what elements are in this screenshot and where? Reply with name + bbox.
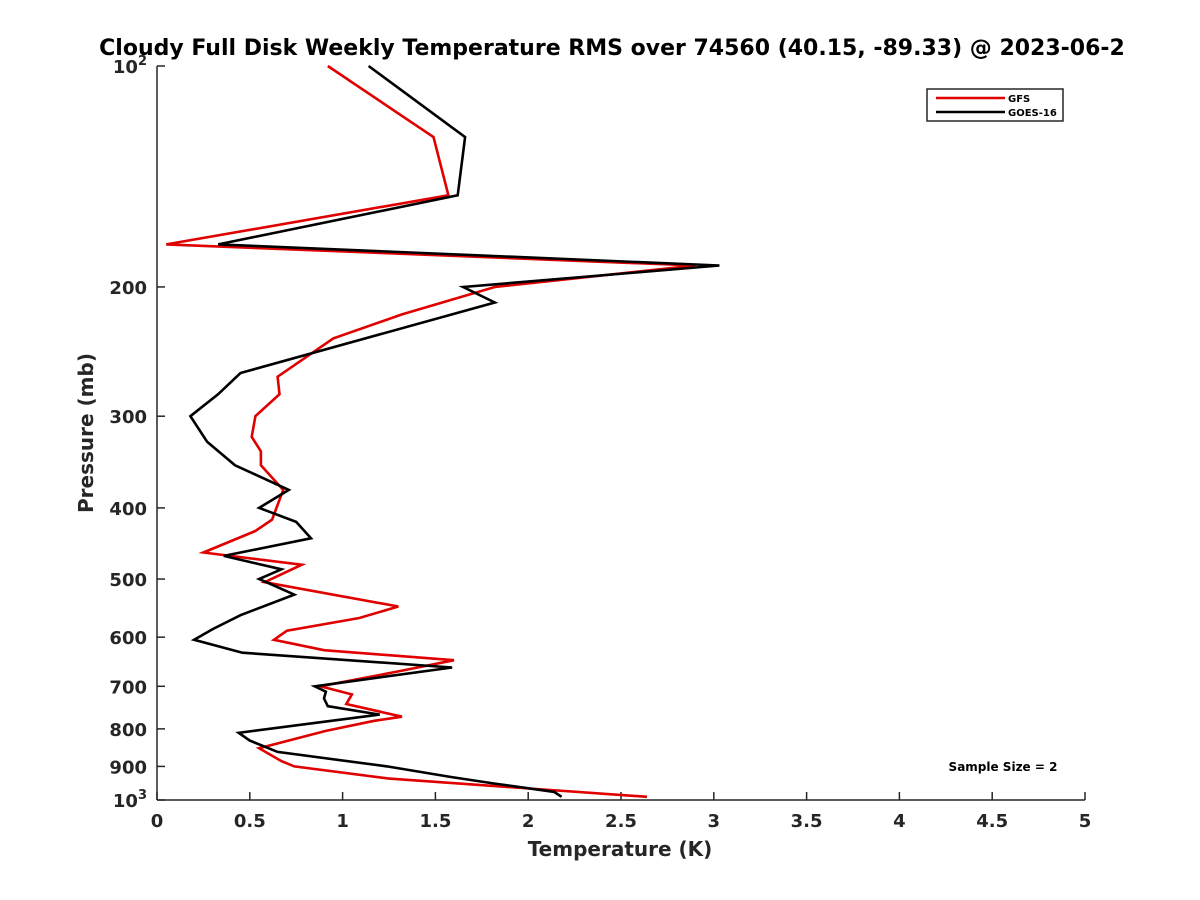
x-tick-label: 0 <box>151 811 164 832</box>
sample-size-annotation: Sample Size = 2 <box>949 760 1058 774</box>
x-tick-label: 1.5 <box>419 811 451 832</box>
x-tick-label: 2.5 <box>605 811 637 832</box>
series-line-goes-16 <box>188 64 720 798</box>
chart-title: Cloudy Full Disk Weekly Temperature RMS … <box>99 36 1125 61</box>
x-axis-label: Temperature (K) <box>528 837 713 861</box>
legend: GFS GOES-16 <box>926 88 1064 122</box>
y-tick-label: 102 <box>113 54 147 78</box>
legend-box <box>926 88 1064 122</box>
x-tick-label: 4.5 <box>976 811 1008 832</box>
y-axis: 102 200 300 400 500 600 700 800 900 103 <box>109 54 165 812</box>
x-tick-label: 5 <box>1079 811 1092 832</box>
y-tick-label: 900 <box>109 757 147 778</box>
y-tick-label: 300 <box>109 407 147 428</box>
data-series <box>166 64 720 799</box>
y-tick-label: 700 <box>109 677 147 698</box>
legend-label: GOES-16 <box>1008 108 1057 119</box>
x-tick-label: 3.5 <box>791 811 823 832</box>
plot-axes <box>156 66 1085 801</box>
x-tick-label: 1 <box>336 811 349 832</box>
x-tick-label: 3 <box>708 811 721 832</box>
y-axis-label: Pressure (mb) <box>74 353 98 513</box>
y-tick-label: 200 <box>109 278 147 299</box>
y-tick-label: 400 <box>109 499 147 520</box>
x-axis: 0 0.5 1 1.5 2 2.5 3 3.5 4 4.5 5 <box>151 792 1092 832</box>
x-tick-label: 2 <box>522 811 535 832</box>
series-line-gfs <box>166 64 696 799</box>
x-tick-label: 0.5 <box>234 811 266 832</box>
legend-label: GFS <box>1008 94 1030 105</box>
y-tick-label: 800 <box>109 720 147 741</box>
y-tick-label: 600 <box>109 628 147 649</box>
y-tick-label: 103 <box>113 788 147 812</box>
x-tick-label: 4 <box>893 811 906 832</box>
y-tick-label: 500 <box>109 570 147 591</box>
